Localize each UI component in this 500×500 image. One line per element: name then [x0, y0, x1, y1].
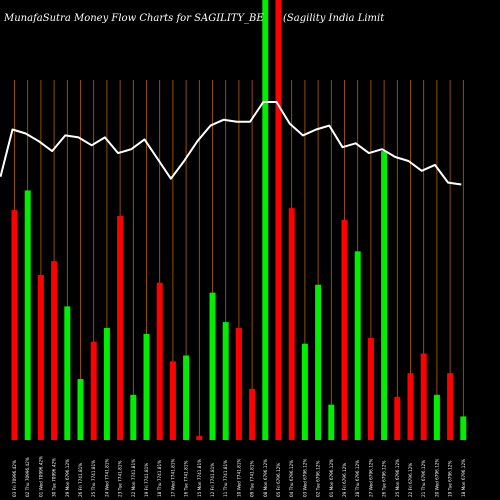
x-tick-label: 29 Mon 6796.12% [65, 459, 70, 497]
bar-up [143, 333, 150, 440]
bar-up [381, 151, 388, 440]
x-tick-label: 18 Thu 7741.81% [157, 460, 162, 497]
x-tick-label: 19 Fri 7741.81% [144, 463, 149, 497]
bar-down [447, 373, 454, 440]
x-tick-label: 26 Tue 6796.12% [382, 461, 387, 497]
bar-up [262, 0, 269, 440]
bar-down [394, 396, 401, 440]
x-tick-label: 16 Tue 7741.81% [184, 461, 189, 497]
x-tick-label: 28 Thu 6796.12% [355, 460, 360, 497]
bar-down [275, 0, 282, 440]
x-tick-label: 22 Fri 6796.12% [408, 463, 413, 497]
x-tick-label: 29 Fri 6796.12% [342, 463, 347, 497]
x-tick-label: 25 Mon 6796.12% [395, 459, 400, 497]
x-tick-label: 12 Fri 7741.81% [210, 463, 215, 497]
x-tick-label: 11 Thu 7741.81% [223, 460, 228, 497]
bar-up [77, 379, 84, 440]
bar-down [51, 261, 58, 440]
x-tick-label: 27 Wed 6796.12% [368, 459, 373, 497]
bar-up [328, 404, 335, 440]
x-tick-label: 25 Thu 7741.81% [91, 460, 96, 497]
flow-line [0, 101, 462, 186]
bar-down [169, 361, 176, 440]
bar-down [117, 215, 124, 440]
x-tick-label: 18 Mon 6796.12% [461, 459, 466, 497]
chart-title-left: MunafaSutra Money Flow Charts for SAGILI… [3, 13, 264, 24]
x-tick-label: 01 Wed 70996.42% [38, 456, 43, 497]
x-tick-label: 05 Fri 6796.12% [276, 463, 281, 497]
x-tick-label: 02 Tue 6796.12% [316, 461, 321, 497]
bar-up [64, 306, 71, 440]
x-tick-label: 21 Thu 6796.12% [421, 460, 426, 497]
bar-down [235, 327, 242, 440]
bar-up [315, 284, 322, 440]
x-tick-label: 23 Tue 7741.81% [118, 461, 123, 497]
x-tick-label: 22 Mon 7741.81% [131, 459, 136, 497]
x-tick-label: 10 Wed 7741.81% [236, 459, 241, 497]
x-tick-labels: 03 Fri 70996.42% 02 Thu 70996.42% 01 Wed 7… [12, 456, 466, 497]
bar-down [249, 388, 256, 440]
x-tick-label: 08 Mon 6796.12% [263, 459, 268, 497]
bar-up [222, 322, 229, 440]
bar-up [130, 394, 137, 440]
x-tick-label: 17 Wed 7741.81% [170, 459, 175, 497]
bar-down [37, 274, 44, 440]
x-tick-label: 24 Wed 7741.81% [104, 459, 109, 497]
bar-up [301, 343, 308, 440]
bar-down [156, 282, 163, 440]
x-tick-label: 30 Tue 70996.42% [52, 458, 57, 497]
bar-down [367, 337, 374, 440]
x-tick-label: 01 Mon 6796.12% [329, 459, 334, 497]
bar-up [24, 190, 31, 440]
bar-down [196, 436, 203, 440]
bar-up [460, 416, 467, 440]
bar-up [354, 251, 361, 440]
money-flow-line [0, 101, 462, 186]
x-tick-label: 09 Tue 7741.81% [250, 461, 255, 497]
x-tick-label: 03 Wed 6796.12% [302, 459, 307, 497]
x-tick-label: 03 Fri 70996.42% [12, 460, 17, 497]
x-tick-label: 26 Fri 7741.81% [78, 463, 83, 497]
bar-down [11, 210, 18, 440]
bar-up [433, 394, 440, 440]
bar-down [341, 219, 348, 440]
bar-up [103, 327, 110, 440]
bar-up [183, 355, 190, 440]
x-tick-label: 20 Wed 6796.12% [434, 459, 439, 497]
bar-up [209, 292, 216, 440]
x-tick-label: 15 Mon 7741.81% [197, 459, 202, 497]
bar-down [288, 208, 295, 440]
x-tick-label: 02 Thu 70996.42% [25, 457, 30, 497]
chart-title-right: (Sagility India Limit [283, 13, 385, 24]
bar-down [407, 373, 414, 440]
bar-down [420, 353, 427, 440]
x-tick-label: 04 Thu 6796.12% [289, 460, 294, 497]
x-tick-label: 19 Tue 6796.12% [448, 461, 453, 497]
bars [11, 0, 467, 440]
bar-down [90, 341, 97, 440]
